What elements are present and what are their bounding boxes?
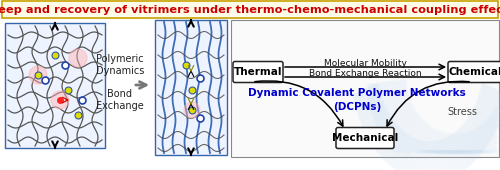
FancyBboxPatch shape	[155, 20, 227, 155]
Text: Chemical: Chemical	[448, 67, 500, 77]
Circle shape	[184, 102, 200, 118]
FancyBboxPatch shape	[233, 62, 283, 82]
Circle shape	[51, 91, 69, 109]
Text: Stress: Stress	[447, 107, 477, 117]
Text: Mechanical: Mechanical	[332, 133, 398, 143]
FancyBboxPatch shape	[5, 23, 105, 148]
Text: Dynamic Covalent Polymer Networks
(DCPNs): Dynamic Covalent Polymer Networks (DCPNs…	[248, 88, 466, 112]
Text: Bond Exchange Reaction: Bond Exchange Reaction	[308, 70, 422, 79]
Text: Thermal: Thermal	[234, 67, 282, 77]
Circle shape	[69, 49, 87, 67]
FancyBboxPatch shape	[448, 62, 500, 82]
Text: Creep and recovery of vitrimers under thermo-chemo-mechanical coupling effects: Creep and recovery of vitrimers under th…	[0, 5, 500, 15]
Circle shape	[29, 66, 47, 84]
FancyBboxPatch shape	[231, 20, 499, 157]
FancyBboxPatch shape	[336, 128, 394, 149]
FancyBboxPatch shape	[2, 1, 498, 18]
Text: Molecular Mobility: Molecular Mobility	[324, 58, 406, 67]
Text: Bond
Exchange: Bond Exchange	[96, 89, 144, 111]
Text: Polymeric
Dynamics: Polymeric Dynamics	[96, 54, 144, 76]
